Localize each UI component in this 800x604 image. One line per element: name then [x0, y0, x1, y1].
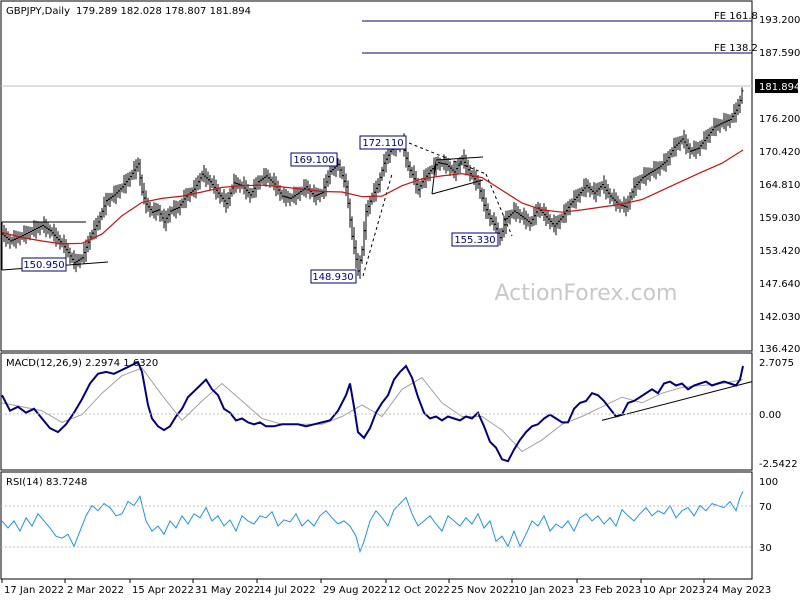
fe-138-2-label: FE 138.2: [714, 43, 758, 54]
annotation-169-100: 169.100: [293, 155, 334, 166]
annotation-169-100-box: [290, 152, 338, 167]
annotation-150-950-box: [21, 257, 67, 272]
x-tick-label: 29 Aug 2022: [323, 585, 387, 596]
rsi-panel: [0, 471, 753, 580]
ema-line-group: [1, 149, 744, 245]
x-tick-label: 10 Apr 2023: [643, 585, 705, 596]
annotation-148-930-box: [310, 269, 357, 284]
annotation-155-330-box: [451, 232, 499, 247]
annotation-172-110-box: [359, 135, 407, 150]
y-tick-label: 142.030: [759, 312, 800, 323]
x-tick-label: 2 Mar 2022: [67, 585, 124, 596]
macd-panel: [0, 352, 753, 471]
current-price-badge: [755, 79, 798, 93]
x-axis: 17 Jan 2022 2 Mar 2022 15 Apr 2022 31 May 2…: [1, 579, 771, 596]
y-tick-label: 170.420: [759, 147, 800, 158]
macd-y-tick: 0.00: [759, 410, 781, 421]
rsi-line-group: [1, 491, 744, 554]
price-panel-title: GBPJPY,Daily 179.289 182.028 178.807 181.…: [6, 6, 251, 17]
macd-y-tick: 2.7075: [759, 358, 794, 369]
y-tick-label: 147.640: [759, 279, 800, 290]
wave-dashed-2: [408, 142, 487, 175]
rsi-panel-title: RSI(14) 83.7248: [6, 477, 87, 488]
triangle-lower-line: [431, 179, 484, 195]
y-tick-label: 164.810: [759, 180, 800, 191]
fe-161-8-label: FE 161.8: [714, 11, 758, 22]
watermark: ActionForex.com: [495, 281, 678, 306]
y-tick-label: 136.420: [759, 344, 800, 355]
y-tick-label: 187.590: [759, 48, 800, 59]
price-bars: [0, 87, 744, 279]
macd-lines-group: [1, 360, 753, 463]
y-tick-label: 193.200: [759, 15, 800, 26]
rsi-line: [1, 491, 744, 554]
wave-dashed-3: [485, 173, 513, 237]
x-tick-label: 10 Jan 2023: [514, 585, 574, 596]
annotation-155-330: 155.330: [454, 235, 495, 246]
macd-trendline: [601, 381, 753, 421]
price-panel: [0, 0, 753, 352]
x-tick-label: 15 Apr 2022: [132, 585, 194, 596]
macd-panel-title: MACD(12,26,9) 2.2974 1.6320: [6, 358, 158, 369]
y-tick-label: 159.030: [759, 213, 800, 224]
annotation-172-110: 172.110: [362, 138, 403, 149]
rsi-y-tick: 70: [759, 502, 772, 513]
x-tick-label: 23 Feb 2023: [579, 585, 641, 596]
annotation-150-950: 150.950: [23, 260, 64, 271]
rsi-y-tick: 30: [759, 543, 772, 554]
price-y-axis: 193.200 187.590 176.200 170.420 164.810 …: [759, 15, 800, 355]
x-tick-label: 12 Oct 2022: [388, 585, 450, 596]
y-tick-label: 153.420: [759, 246, 800, 257]
macd-y-axis: 2.7075 0.00 -2.5422: [759, 358, 798, 470]
x-tick-label: 25 Nov 2022: [451, 585, 515, 596]
rsi-y-axis: 100 70 30: [759, 477, 778, 554]
ohlc-label: 179.289 182.028 178.807 181.894: [76, 6, 251, 17]
signal-line: [1, 367, 744, 453]
y-tick-label: 176.200: [759, 114, 800, 125]
x-tick-label: 14 Jul 2022: [259, 585, 316, 596]
annotation-148-930: 148.930: [312, 272, 353, 283]
current-price-label: 181.894: [759, 82, 800, 93]
x-tick-label: 24 May 2023: [706, 585, 771, 596]
macd-y-tick: -2.5422: [759, 459, 798, 470]
x-tick-label: 31 May 2022: [195, 585, 260, 596]
rsi-y-tick: 100: [759, 477, 778, 488]
macd-line: [1, 360, 744, 463]
x-tick-label: 17 Jan 2022: [4, 585, 64, 596]
ema-line: [1, 149, 744, 245]
symbol-label: GBPJPY,Daily: [6, 6, 70, 17]
